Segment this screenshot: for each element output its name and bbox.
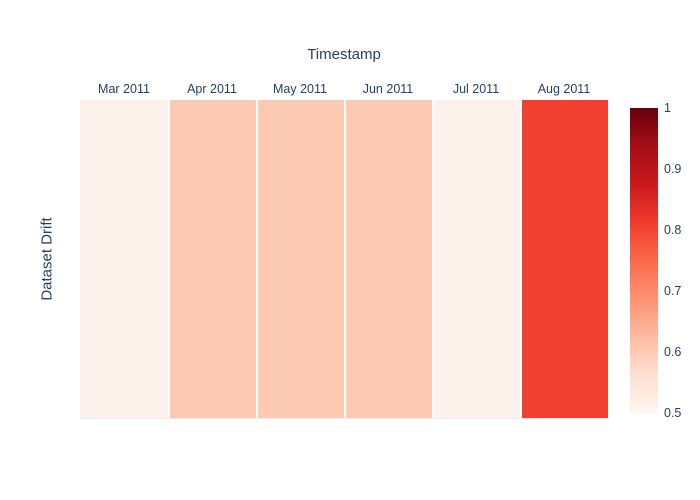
colorbar-tick-label: 0.8 xyxy=(664,223,682,237)
heatmap-cell-4[interactable] xyxy=(344,100,432,418)
colorbar-tick-label: 0.6 xyxy=(664,345,682,359)
heatmap-cell-3[interactable] xyxy=(256,100,344,418)
x-axis-title: Timestamp xyxy=(307,46,381,63)
colorbar-gradient xyxy=(630,108,658,413)
x-axis-tick-labels: Mar 2011 Apr 2011 May 2011 Jun 2011 Jul 2011… xyxy=(80,82,608,98)
colorbar-tick-label: 0.5 xyxy=(664,406,682,420)
x-tick-label: Apr 2011 xyxy=(187,82,237,96)
heatmap-cell-5[interactable] xyxy=(432,100,520,418)
heatmap-cell-2[interactable] xyxy=(168,100,256,418)
colorbar-tick-label: 0.7 xyxy=(664,284,682,298)
x-tick-label: Jun 2011 xyxy=(362,82,414,96)
colorbar-tick-label: 1 xyxy=(664,101,671,115)
y-axis-title: Dataset Drift xyxy=(38,217,56,301)
heatmap-cell-6[interactable] xyxy=(520,100,608,418)
x-tick-label: May 2011 xyxy=(273,82,327,96)
x-tick-label: Aug 2011 xyxy=(537,82,591,96)
x-tick-label: Mar 2011 xyxy=(98,82,150,96)
x-tick-label: Jul 2011 xyxy=(452,82,500,96)
heatmap-cell-1[interactable] xyxy=(80,100,168,418)
colorbar-tick-label: 0.9 xyxy=(664,162,682,176)
heatmap-plot-area[interactable] xyxy=(80,100,608,419)
